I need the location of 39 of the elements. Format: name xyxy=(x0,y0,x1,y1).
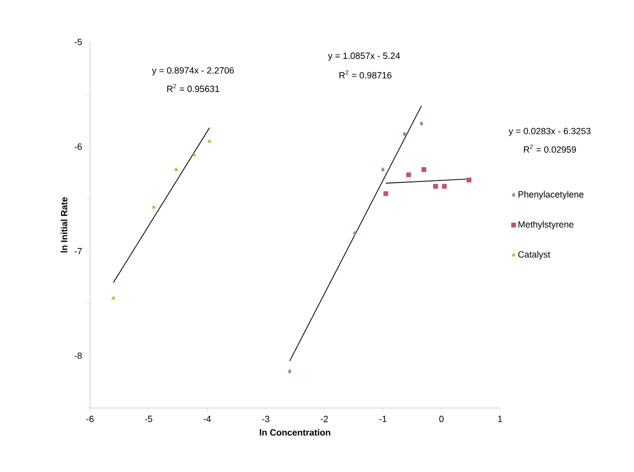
x-tick-label: -1 xyxy=(379,416,386,422)
x-tick-label: -5 xyxy=(144,416,152,422)
x-tick-label: -3 xyxy=(262,416,270,422)
point xyxy=(402,132,406,136)
x-tick-label: -4 xyxy=(204,416,211,422)
x-tick-label: 0 xyxy=(439,416,444,422)
x-tick-label: -6 xyxy=(86,416,94,422)
x-tick-label: -2 xyxy=(320,416,328,422)
point xyxy=(207,138,212,143)
x-tick-label: 1 xyxy=(498,416,502,422)
legend-label: Phenylacetylene xyxy=(518,190,584,200)
legend-label: Methylstyrene xyxy=(518,220,574,230)
point xyxy=(111,296,116,300)
point xyxy=(192,152,196,156)
annotation: y = 0.8974x - 2.2706 xyxy=(152,67,234,76)
point xyxy=(381,167,385,172)
text: R$^{2}$ = 0.02959 xyxy=(524,144,576,153)
point xyxy=(174,167,178,171)
point xyxy=(420,121,424,126)
x-axis-title: ln Concentration xyxy=(260,429,330,436)
point xyxy=(442,184,447,189)
annotation: R$^{2}$ = 0.98716 xyxy=(339,70,392,78)
y-tick-label: -7 xyxy=(74,248,82,254)
legend-label: Catalyst xyxy=(518,251,550,260)
annotation: y = 1.0857x - 5.24 xyxy=(328,52,400,61)
point xyxy=(288,369,292,374)
point xyxy=(383,191,388,196)
point xyxy=(152,204,156,209)
y-axis-title: ln Initial Rate xyxy=(60,197,68,252)
point xyxy=(406,172,412,178)
annotation: R$^{2}$ = 0.95631 xyxy=(167,84,220,92)
point xyxy=(466,178,472,182)
y-tick-label: -6 xyxy=(74,143,82,150)
y-tick-label: -8 xyxy=(74,352,82,359)
point xyxy=(433,184,438,189)
point xyxy=(352,230,357,236)
point xyxy=(421,167,426,172)
text: y = 0.0283x - 6.3253 xyxy=(508,128,591,136)
y-tick-label: -5 xyxy=(74,38,82,46)
